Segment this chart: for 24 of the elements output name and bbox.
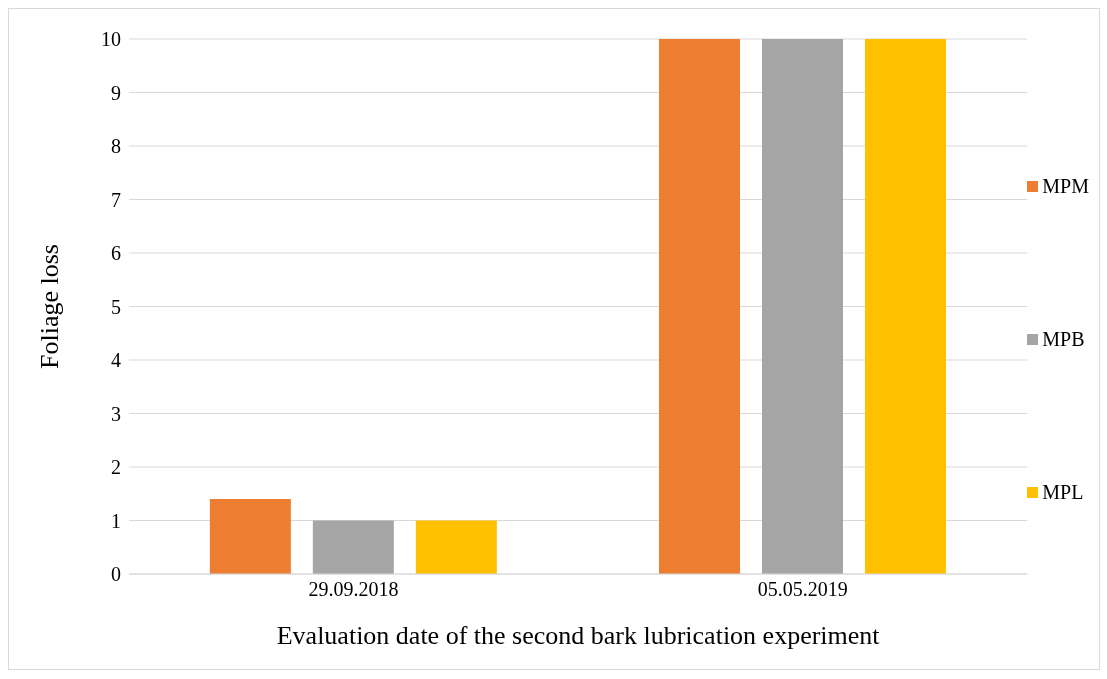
bar — [659, 39, 740, 574]
bar — [312, 520, 394, 574]
y-tick-label: 6 — [111, 242, 121, 265]
y-tick-label: 5 — [111, 295, 121, 318]
y-tick-label: 0 — [111, 563, 121, 586]
y-tick-label: 3 — [111, 402, 121, 425]
x-tick-label: 05.05.2019 — [757, 578, 848, 601]
bar — [209, 499, 291, 574]
y-tick-label: 9 — [111, 81, 121, 104]
y-tick-label: 2 — [111, 456, 121, 479]
y-tick-label: 8 — [111, 135, 121, 158]
bar — [762, 39, 843, 574]
legend-label: MPB — [1042, 327, 1085, 351]
bar — [415, 520, 497, 574]
y-tick-label: 7 — [111, 188, 121, 211]
y-tick-label: 10 — [101, 28, 121, 51]
y-tick-label: 4 — [111, 349, 121, 372]
bar — [865, 39, 946, 574]
legend-label: MPL — [1042, 480, 1084, 504]
x-tick-label: 29.09.2018 — [308, 578, 399, 601]
y-tick-label: 1 — [111, 509, 121, 532]
legend-label: MPM — [1042, 174, 1089, 198]
x-axis-title: Evaluation date of the second bark lubrication experiment — [276, 621, 881, 650]
y-axis-title: Foliage loss — [35, 244, 65, 369]
